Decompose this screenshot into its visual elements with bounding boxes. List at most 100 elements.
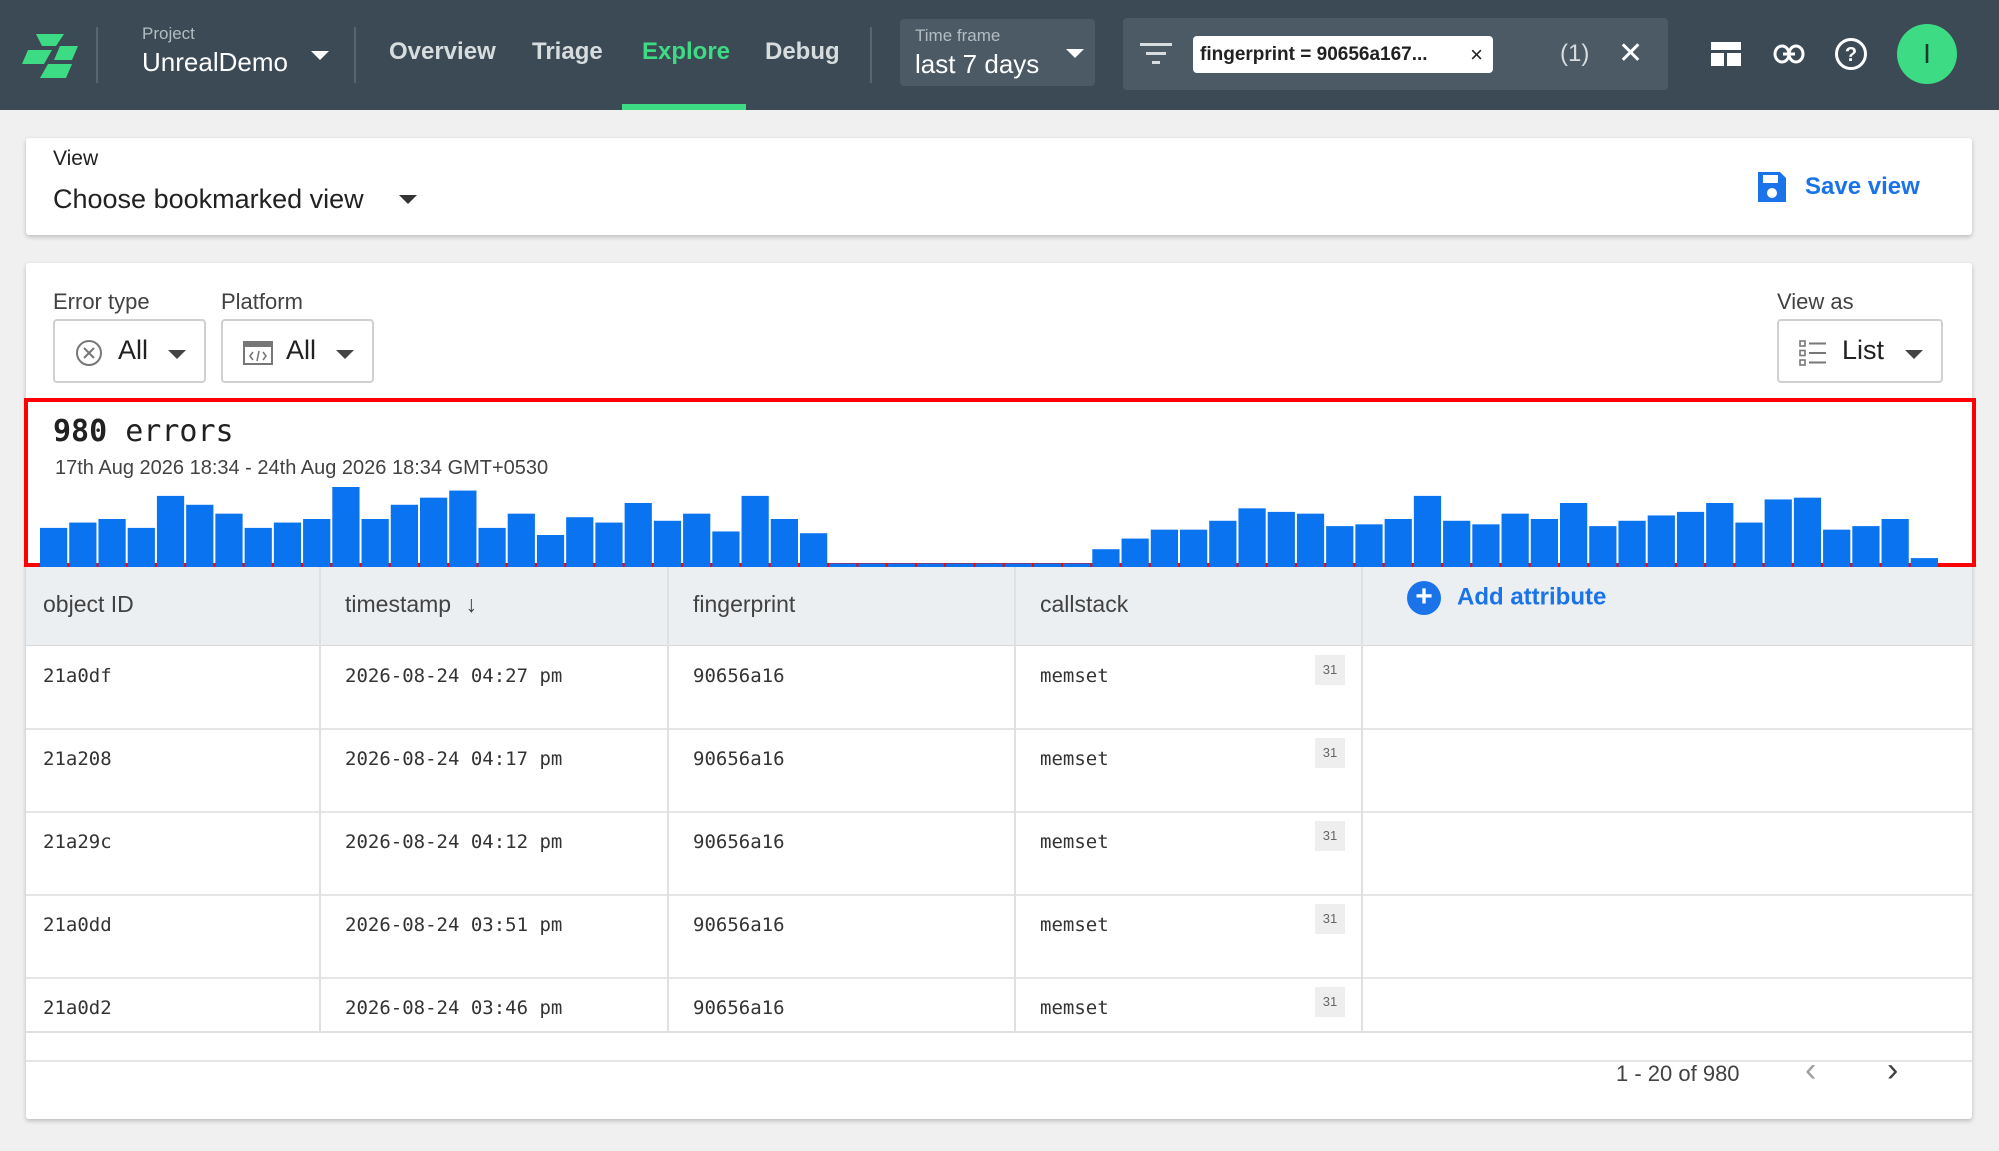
cell-callstack[interactable]: memset [1040, 831, 1109, 853]
chip-close-icon[interactable]: × [1470, 42, 1483, 67]
cell-object-id[interactable]: 21a0dd [43, 914, 112, 936]
histogram-bar[interactable] [156, 495, 185, 567]
bookmarked-view-selector[interactable]: Choose bookmarked view [53, 184, 364, 214]
histogram-bar[interactable] [1618, 520, 1646, 567]
histogram-bar[interactable] [420, 497, 448, 567]
histogram-bar[interactable] [1676, 511, 1705, 567]
histogram-bar[interactable] [566, 517, 594, 567]
cell-callstack[interactable]: memset [1040, 665, 1109, 687]
avatar[interactable]: I [1897, 24, 1957, 84]
cell-object-id[interactable]: 21a29c [43, 831, 112, 853]
table-row[interactable]: 21a0dd 2026-08-24 03:51 pm 90656a16 memset 3… [26, 896, 1972, 979]
histogram-bar[interactable] [1033, 563, 1062, 567]
histogram-bar[interactable] [1560, 503, 1588, 567]
histogram-bar[interactable] [653, 520, 682, 567]
histogram-bar[interactable] [69, 522, 97, 567]
timeframe-selector[interactable]: Time frame last 7 days [900, 19, 1095, 86]
filter-chip[interactable]: fingerprint = 90656a167... × [1193, 36, 1493, 73]
link-icon[interactable] [1773, 42, 1805, 66]
tab-triage[interactable]: Triage [532, 38, 603, 65]
histogram-bar[interactable] [1910, 558, 1938, 567]
histogram-bar[interactable] [800, 533, 828, 567]
filter-bar[interactable]: fingerprint = 90656a167... × (1) ✕ [1123, 18, 1668, 90]
histogram-bar[interactable] [1384, 519, 1412, 567]
histogram-bar[interactable] [1296, 513, 1325, 567]
column-header-fingerprint[interactable]: fingerprint [693, 591, 796, 617]
add-attribute-button[interactable]: + Add attribute [1407, 581, 1606, 615]
histogram-bar[interactable] [1530, 519, 1558, 567]
tab-debug[interactable]: Debug [765, 38, 840, 65]
table-row[interactable]: 21a29c 2026-08-24 04:12 pm 90656a16 memset 3… [26, 813, 1972, 896]
histogram-bar[interactable] [1764, 499, 1792, 567]
column-header-callstack[interactable]: callstack [1040, 591, 1129, 617]
histogram-bar[interactable] [1589, 526, 1617, 567]
histogram-bar[interactable] [946, 563, 974, 567]
error-type-dropdown[interactable]: All [53, 319, 206, 383]
histogram-bar[interactable] [887, 563, 915, 567]
cell-object-id[interactable]: 21a0d2 [43, 997, 112, 1019]
histogram-bar[interactable] [975, 563, 1003, 567]
histogram-bar[interactable] [215, 513, 243, 567]
histogram-bar[interactable] [1647, 515, 1675, 567]
histogram-bar[interactable] [1881, 519, 1909, 567]
histogram-bar[interactable] [1852, 526, 1880, 567]
histogram-bar[interactable] [1326, 526, 1354, 567]
histogram-bar[interactable] [186, 504, 214, 567]
histogram-bar[interactable] [273, 522, 302, 567]
project-chevron-down-icon[interactable] [311, 51, 329, 60]
cell-callstack[interactable]: memset [1040, 748, 1109, 770]
table-row[interactable]: 21a0df 2026-08-24 04:27 pm 90656a16 memset 3… [26, 647, 1972, 730]
histogram-bar[interactable] [624, 503, 652, 567]
view-chevron-down-icon[interactable] [399, 195, 417, 204]
histogram-bar[interactable] [1063, 563, 1091, 567]
tab-overview[interactable]: Overview [389, 38, 496, 65]
tab-explore[interactable]: Explore [642, 38, 731, 65]
histogram-bar[interactable] [829, 563, 857, 567]
histogram-bar[interactable] [1735, 522, 1763, 567]
histogram-bar[interactable] [40, 527, 68, 567]
histogram-bar[interactable] [1706, 503, 1734, 567]
histogram-bar[interactable] [449, 490, 477, 567]
help-icon[interactable]: ? [1834, 37, 1868, 71]
cell-fingerprint[interactable]: 90656a16 [693, 831, 785, 853]
histogram-bar[interactable] [332, 487, 360, 567]
histogram-bar[interactable] [478, 527, 506, 567]
table-row[interactable]: 21a208 2026-08-24 04:17 pm 90656a16 memset 3… [26, 730, 1972, 813]
view-as-dropdown[interactable]: List [1777, 319, 1943, 383]
histogram-bar[interactable] [1501, 513, 1529, 567]
cell-callstack[interactable]: memset [1040, 997, 1109, 1019]
histogram-bar[interactable] [98, 519, 126, 567]
histogram-bar[interactable] [1180, 529, 1208, 567]
cell-fingerprint[interactable]: 90656a16 [693, 997, 785, 1019]
cell-fingerprint[interactable]: 90656a16 [693, 748, 785, 770]
error-histogram-chart[interactable] [40, 477, 1940, 567]
histogram-bar[interactable] [1150, 529, 1178, 567]
histogram-bar[interactable] [1413, 495, 1442, 567]
cell-fingerprint[interactable]: 90656a16 [693, 665, 785, 687]
cell-object-id[interactable]: 21a0df [43, 665, 112, 687]
histogram-bar[interactable] [1793, 497, 1822, 567]
histogram-bar[interactable] [1121, 538, 1149, 567]
previous-page-chevron-left-icon[interactable]: ‹ [1805, 1051, 1817, 1089]
table-row[interactable]: 21a0d2 2026-08-24 03:46 pm 90656a16 memset 3… [26, 979, 1972, 1062]
backtrace-logo-icon[interactable] [22, 30, 78, 82]
histogram-bar[interactable] [1267, 511, 1295, 567]
histogram-bar[interactable] [303, 519, 331, 567]
layout-icon[interactable] [1711, 42, 1741, 66]
histogram-bar[interactable] [1004, 563, 1032, 567]
histogram-bar[interactable] [127, 527, 155, 567]
histogram-bar[interactable] [683, 513, 711, 567]
histogram-bar[interactable] [595, 522, 623, 567]
column-header-object-id[interactable]: object ID [43, 591, 134, 617]
histogram-bar[interactable] [858, 563, 886, 567]
histogram-bar[interactable] [1238, 508, 1266, 567]
clear-filters-close-icon[interactable]: ✕ [1618, 37, 1644, 70]
cell-fingerprint[interactable]: 90656a16 [693, 914, 785, 936]
histogram-bar[interactable] [1355, 524, 1383, 567]
column-header-timestamp[interactable]: timestamp ↓ [345, 591, 477, 618]
histogram-bar[interactable] [1209, 520, 1237, 567]
platform-dropdown[interactable]: All [221, 319, 374, 383]
histogram-bar[interactable] [916, 563, 945, 567]
histogram-bar[interactable] [244, 527, 272, 567]
histogram-bar[interactable] [741, 495, 769, 567]
